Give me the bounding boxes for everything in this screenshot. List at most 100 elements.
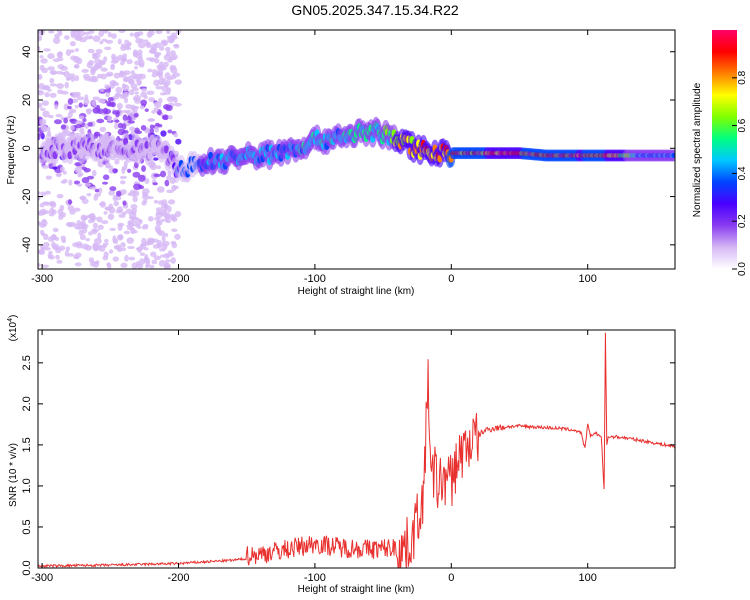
spectrogram-noise-cell bbox=[47, 53, 55, 60]
spectrogram-noise-cell bbox=[44, 86, 51, 90]
spectrogram-noise-cell bbox=[56, 259, 63, 264]
spectrogram-noise-cell bbox=[45, 190, 51, 195]
spectrogram-noise-cell bbox=[141, 88, 148, 92]
spectrogram-noise-cell bbox=[157, 242, 162, 249]
spectrogram-noise-cell bbox=[138, 62, 145, 68]
spectrogram-noise-cell bbox=[87, 48, 95, 54]
snr-xlabel: Height of straight line (km) bbox=[298, 584, 415, 595]
spectrogram-noise-cell bbox=[122, 75, 128, 83]
spectrogram-noise-cell bbox=[173, 43, 180, 49]
spectrogram-noise-cell bbox=[63, 103, 70, 111]
spectrogram-noise-cell bbox=[121, 165, 128, 171]
spectrogram-noise-cell bbox=[96, 108, 104, 114]
spectrogram-noise-cell bbox=[174, 211, 182, 218]
spectrogram-noise-cell bbox=[107, 213, 115, 220]
spectrogram-noise-cell bbox=[68, 221, 77, 227]
spectrogram-noise-cell bbox=[168, 199, 176, 205]
spectrogram-noise-cell bbox=[49, 83, 58, 87]
spectrogram-noise-cell bbox=[100, 73, 107, 80]
spectrogram-noise-cell bbox=[45, 175, 53, 180]
spectrogram-noise-cell bbox=[158, 260, 166, 267]
spectrogram-noise-cell bbox=[71, 30, 80, 34]
spectrogram-noise-cell bbox=[76, 120, 81, 124]
spectrogram-noise-cell bbox=[63, 70, 70, 78]
spectrogram-noise-cell bbox=[166, 30, 171, 35]
spectrogram-noise-cell bbox=[99, 40, 104, 45]
spectrogram-noise-cell bbox=[174, 233, 181, 240]
spectrogram-noise-cell bbox=[62, 178, 68, 184]
spectrogram-noise-cell bbox=[116, 102, 123, 110]
spectrogram-noise-cell bbox=[59, 166, 65, 172]
spectrogram-noise-cell bbox=[41, 67, 48, 74]
spectrogram-noise-cell bbox=[98, 30, 105, 37]
spectrogram-ytick-label: -20 bbox=[21, 189, 33, 205]
spectrogram-ridge-cell bbox=[671, 153, 675, 159]
snr-ytick-label: 2.5 bbox=[21, 355, 33, 370]
spectrogram-noise-cell bbox=[60, 235, 67, 242]
spectrogram-noise-cell bbox=[128, 75, 137, 80]
spectrogram-noise-cell bbox=[126, 237, 135, 244]
spectrogram-xlabel: Height of straight line (km) bbox=[298, 286, 415, 297]
spectrogram-noise-cell bbox=[143, 95, 148, 100]
spectrogram-noise-cell bbox=[75, 226, 82, 230]
spectrogram-noise-cell bbox=[52, 58, 61, 63]
spectrogram-noise-cell bbox=[49, 92, 57, 98]
spectrogram-noise-cell bbox=[141, 165, 146, 172]
spectrogram-noise-cell bbox=[159, 92, 167, 96]
spectrogram-noise-cell bbox=[73, 180, 81, 185]
spectrogram-noise-cell bbox=[130, 70, 135, 76]
spectrogram-noise-cell bbox=[165, 50, 171, 57]
spectrogram-noise-cell bbox=[119, 180, 126, 185]
spectrogram-noise-cell bbox=[112, 256, 120, 262]
spectrogram-noise-cell bbox=[126, 109, 132, 116]
spectrogram-noise-cell bbox=[104, 238, 109, 243]
spectrogram-noise-cell bbox=[158, 248, 166, 252]
spectrogram-noise-cell bbox=[166, 175, 172, 181]
spectrogram-noise-cell bbox=[165, 46, 171, 52]
spectrogram-noise-cell bbox=[160, 170, 167, 178]
spectrogram-noise-cell bbox=[120, 57, 128, 62]
spectrogram-noise-cell bbox=[74, 64, 79, 69]
spectrogram-noise-cell bbox=[105, 39, 114, 44]
spectrogram-noise-cell bbox=[40, 191, 47, 197]
spectrogram-noise-cell bbox=[58, 31, 63, 36]
snr-ytick-label: 0.0 bbox=[21, 560, 33, 575]
spectrogram-noise-cell bbox=[74, 124, 83, 129]
spectrogram-noise-cell bbox=[47, 66, 55, 71]
spectrogram-noise-cell bbox=[70, 92, 78, 98]
spectrogram-noise-cell bbox=[115, 190, 122, 197]
spectrogram-noise-cell bbox=[123, 230, 131, 235]
spectrogram-noise-cell bbox=[109, 186, 117, 192]
spectrogram-noise-cell bbox=[100, 67, 108, 72]
spectrogram-noise-cell bbox=[161, 235, 166, 242]
snr-ytick-label: 1.5 bbox=[21, 437, 33, 452]
spectrogram-noise-cell bbox=[157, 123, 163, 128]
spectrogram-noise-cell bbox=[155, 85, 163, 90]
spectrogram-noise-cell bbox=[127, 168, 132, 173]
spectrogram-noise-cell bbox=[174, 102, 182, 107]
spectrogram-noise-cell bbox=[129, 32, 134, 37]
spectrogram-noise-cell bbox=[74, 75, 80, 82]
spectrogram-noise-cell bbox=[122, 200, 127, 206]
snr-multiplier-close: ) bbox=[8, 315, 19, 318]
spectrogram-noise-cell bbox=[133, 113, 139, 118]
snr-xtick-label: -300 bbox=[31, 572, 53, 584]
spectrogram-noise-cell bbox=[78, 229, 84, 236]
spectrogram-noise-cell bbox=[137, 174, 146, 182]
spectrogram-noise-cell bbox=[119, 94, 127, 100]
spectrogram-noise-cell bbox=[154, 42, 162, 48]
spectrogram-noise-cell bbox=[121, 123, 127, 130]
spectrogram-noise-cell bbox=[153, 255, 162, 261]
spectrogram-noise-cell bbox=[52, 37, 61, 44]
spectrogram-ytick-label: 0 bbox=[21, 145, 33, 151]
spectrogram-noise-cell bbox=[56, 82, 65, 89]
spectrogram-noise-cell bbox=[153, 101, 159, 107]
spectrogram-noise-cell bbox=[52, 166, 58, 170]
spectrogram-noise-cell bbox=[132, 49, 139, 57]
spectrogram-noise-cell bbox=[163, 82, 169, 88]
spectrogram-noise-cell bbox=[68, 73, 76, 78]
spectrogram-noise-cell bbox=[104, 162, 112, 169]
spectrogram-noise-cell bbox=[43, 247, 51, 251]
spectrogram-noise-cell bbox=[120, 45, 126, 51]
